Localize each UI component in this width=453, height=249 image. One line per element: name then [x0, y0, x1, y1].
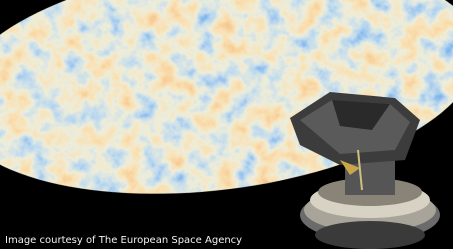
photo: Image courtesy of The European Space Age… — [0, 0, 453, 249]
caption: Image courtesy of The European Space Age… — [5, 235, 242, 246]
